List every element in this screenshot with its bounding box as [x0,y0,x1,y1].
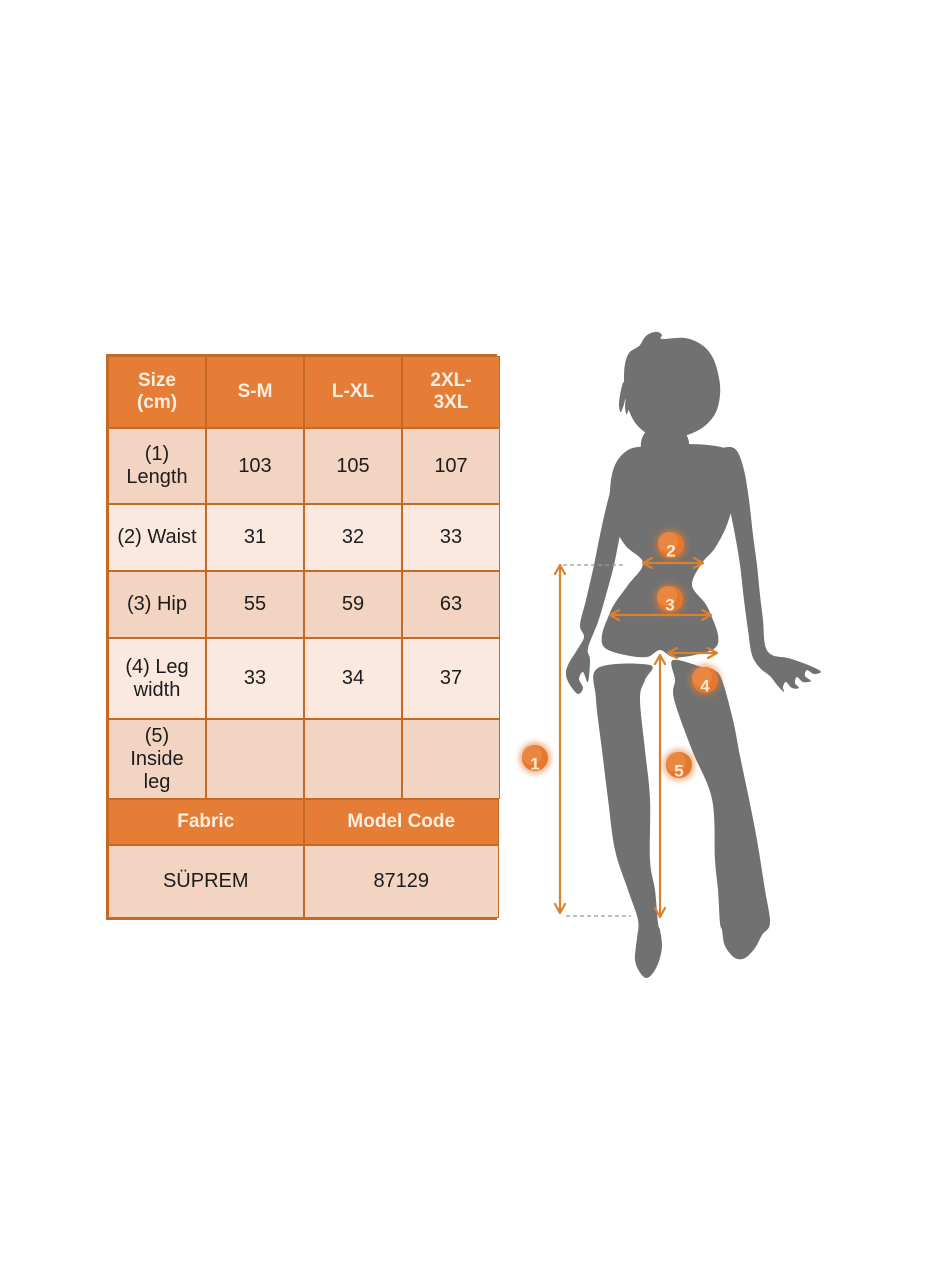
svg-text:3: 3 [665,596,674,615]
svg-text:4: 4 [700,677,710,696]
svg-text:1: 1 [530,755,539,774]
svg-text:2: 2 [666,542,675,561]
svg-text:5: 5 [674,762,683,781]
